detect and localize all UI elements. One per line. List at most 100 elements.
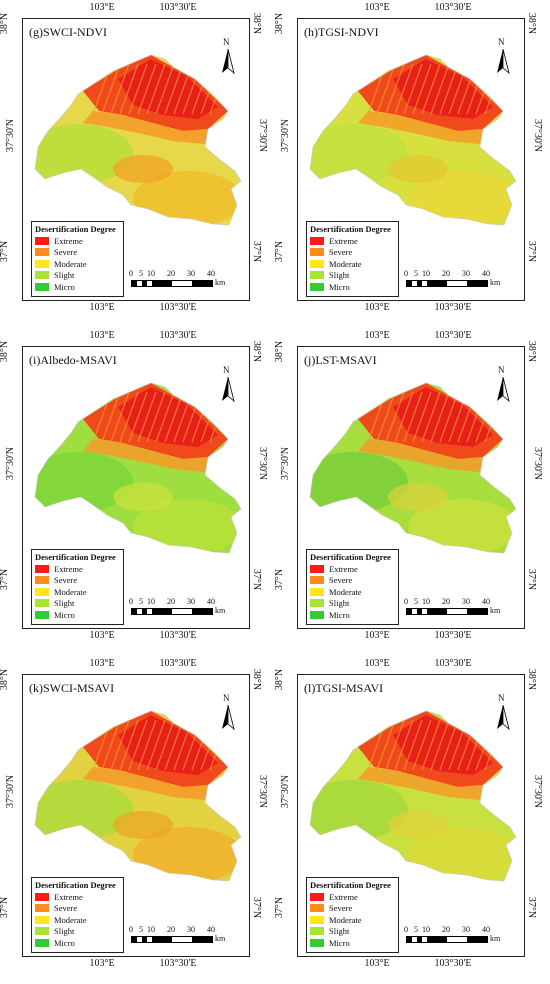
north-arrow-icon: N	[219, 693, 237, 735]
lon-label-top: 103°30'E	[159, 330, 197, 341]
legend-swatch	[35, 599, 49, 608]
scale-tick-label: 40	[482, 925, 490, 934]
legend-item: Micro	[32, 937, 123, 949]
lon-label-bottom: 103°30'E	[159, 302, 197, 313]
lon-label-bottom: 103°E	[364, 958, 390, 969]
legend-item: Severe	[32, 575, 123, 587]
lon-label-top: 103°E	[364, 330, 390, 341]
legend-swatch	[310, 259, 324, 268]
legend-label: Extreme	[54, 891, 83, 902]
lon-label-bottom: 103°E	[89, 302, 115, 313]
legend-swatch	[35, 282, 49, 291]
legend-item: Slight	[307, 926, 398, 938]
north-arrow-icon: N	[219, 365, 237, 407]
legend-item: Severe	[307, 575, 398, 587]
legend-swatch	[310, 587, 324, 596]
panel-title: (l)TGSI-MSAVI	[304, 681, 384, 695]
legend: Desertification Degree Extreme Severe Moder…	[31, 549, 124, 625]
lat-label-right: 37°N	[251, 568, 263, 591]
lat-label-left: 38°N	[274, 668, 286, 691]
scale-tick-label: 30	[187, 925, 195, 934]
legend-item: Slight	[32, 598, 123, 610]
scale-tick-label: 0	[129, 269, 133, 278]
legend-item: Slight	[307, 270, 398, 282]
scale-bar: 0 5 10 20 30 40 km	[129, 925, 246, 949]
scale-tick-label: 30	[187, 597, 195, 606]
lat-label-right: 37°N	[526, 896, 538, 919]
map-panel: 103°E 103°30'E 103°E 103°30'E 38°N 37°30'N 37°…	[274, 328, 550, 656]
north-arrow-icon: N	[494, 365, 512, 407]
legend-swatch	[35, 927, 49, 936]
legend-swatch	[310, 915, 324, 924]
lon-label-top: 103°E	[364, 658, 390, 669]
scale-tick-label: 10	[422, 597, 430, 606]
scale-tick-label: 0	[404, 597, 408, 606]
map-frame: (k)SWCI-MSAVI N Desertification Degree Extr…	[22, 674, 250, 957]
legend-swatch	[35, 259, 49, 268]
map-frame: (i)Albedo-MSAVI N Desertification Degree Ex…	[22, 346, 250, 629]
scale-tick-label: 30	[187, 269, 195, 278]
legend-label: Micro	[329, 281, 350, 292]
lon-label-top: 103°30'E	[159, 2, 197, 13]
legend-label: Micro	[54, 937, 75, 948]
legend-label: Slight	[329, 598, 350, 609]
scale-bar: 0 5 10 20 30 40 km	[129, 269, 246, 293]
legend-swatch	[35, 564, 49, 573]
map-panel: 103°E 103°30'E 103°E 103°30'E 38°N 37°30'N 37°…	[274, 656, 550, 984]
legend-item: Moderate	[307, 258, 398, 270]
north-label: N	[498, 693, 505, 703]
legend-label: Severe	[54, 575, 78, 586]
scale-bar: 0 5 10 20 30 40 km	[404, 269, 521, 293]
legend: Desertification Degree Extreme Severe Moder…	[306, 549, 399, 625]
map-frame: (j)LST-MSAVI N Desertification Degree Extre…	[297, 346, 525, 629]
legend-swatch	[310, 564, 324, 573]
lat-label-left: 37°30'N	[5, 446, 17, 481]
legend-label: Slight	[54, 270, 75, 281]
scale-tick-label: 10	[422, 925, 430, 934]
lon-label-bottom: 103°E	[364, 630, 390, 641]
lat-label-right: 38°N	[251, 12, 263, 35]
legend-swatch	[35, 587, 49, 596]
scale-tick-label: 0	[404, 925, 408, 934]
north-label: N	[498, 365, 505, 375]
map-frame: (l)TGSI-MSAVI N Desertification Degree Extr…	[297, 674, 525, 957]
lat-label-right: 37°30'N	[532, 774, 544, 809]
legend-label: Moderate	[54, 586, 87, 597]
desertification-map	[309, 710, 517, 882]
legend-label: Severe	[329, 247, 353, 258]
desertification-map	[34, 54, 242, 226]
scale-unit: km	[490, 278, 501, 287]
lat-label-right: 37°N	[251, 240, 263, 263]
legend-label: Slight	[54, 598, 75, 609]
scale-unit: km	[215, 278, 226, 287]
legend-item: Moderate	[307, 914, 398, 926]
legend-label: Severe	[54, 903, 78, 914]
legend-label: Moderate	[329, 914, 362, 925]
legend-swatch	[310, 282, 324, 291]
scale-bar: 0 5 10 20 30 40 km	[404, 597, 521, 621]
lat-label-right: 37°N	[251, 896, 263, 919]
lat-label-left: 37°30'N	[280, 446, 292, 481]
lat-label-left: 38°N	[0, 340, 11, 363]
legend-item: Severe	[307, 903, 398, 915]
scale-tick-label: 40	[207, 269, 215, 278]
legend-title: Desertification Degree	[310, 224, 391, 234]
map-panel: 103°E 103°30'E 103°E 103°30'E 38°N 37°30'N 37°…	[0, 0, 275, 328]
lon-label-top: 103°E	[89, 2, 115, 13]
legend-title: Desertification Degree	[310, 552, 391, 562]
legend-swatch	[310, 938, 324, 947]
lat-label-left: 37°N	[0, 240, 11, 263]
scale-tick-label: 10	[147, 269, 155, 278]
legend-swatch	[310, 271, 324, 280]
lat-label-left: 38°N	[0, 12, 11, 35]
legend-swatch	[35, 938, 49, 947]
legend-swatch	[310, 236, 324, 245]
scale-tick-label: 30	[462, 269, 470, 278]
lon-label-top: 103°E	[364, 2, 390, 13]
legend-item: Severe	[307, 247, 398, 259]
scale-tick-label: 20	[167, 269, 175, 278]
lat-label-right: 38°N	[251, 340, 263, 363]
north-label: N	[498, 37, 505, 47]
legend-item: Severe	[32, 247, 123, 259]
legend-label: Severe	[329, 575, 353, 586]
